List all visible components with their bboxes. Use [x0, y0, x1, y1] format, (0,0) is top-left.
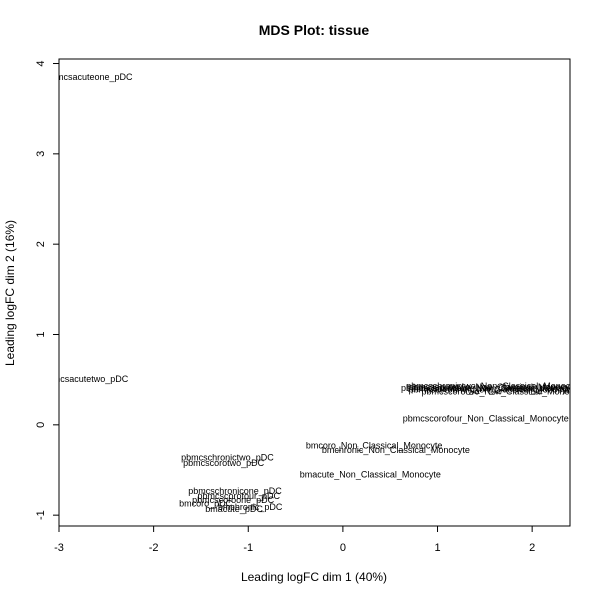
point-label: pbmcsacutetwo_pDC: [43, 374, 129, 384]
point-label: pbmcsacuteone_pDC: [46, 72, 133, 82]
point-label: bmchronic_Non_Classical_Monocyte: [322, 445, 470, 455]
x-tick-label: 1: [434, 542, 440, 554]
x-tick-label: -1: [243, 542, 253, 554]
y-tick-label: 3: [35, 151, 47, 157]
point-label: pbmcscorotwo_Non_Classical_Monocyte: [421, 386, 586, 396]
x-axis: -3 -2 -1 0 1 2: [54, 525, 535, 554]
point-label: pbmcscoroone_Non_Classical_Monocyte: [409, 385, 575, 395]
x-tick-label: -3: [54, 542, 64, 554]
point-label: pbmcscorofour_Non_Classical_Monocyte: [403, 414, 569, 424]
x-axis-label: Leading logFC dim 1 (40%): [241, 570, 387, 584]
point-label: pbmcscoroone_pDC: [192, 495, 275, 505]
x-tick-label: 0: [340, 542, 346, 554]
point-label: bmacute_pDC: [205, 504, 263, 514]
point-label: pbmcsacutetwo_Non_Classical_Monocyte: [408, 382, 577, 392]
x-tick-label: 2: [529, 542, 535, 554]
y-tick-label: 2: [35, 241, 47, 247]
point-label: bmacute_Non_Classical_Monocyte: [300, 470, 441, 480]
plot-frame: [58, 58, 571, 527]
y-tick-label: -1: [35, 510, 47, 520]
y-tick-label: 0: [35, 422, 47, 428]
point-label: pbmcschronicone_pDC: [188, 486, 282, 496]
y-axis-label: Leading logFC dim 2 (16%): [3, 220, 17, 366]
point-label: pbmcschronictwo_Non_Classical_Monocyte: [406, 381, 582, 391]
y-axis: -1 0 1 2 3 4: [35, 60, 60, 520]
point-label: pbmcscorotwo_pDC: [183, 458, 265, 468]
point-labels: pbmcsacuteone_pDC pbmcsacutetwo_pDCpbmcsc…: [43, 72, 586, 514]
point-label: bmchronic_pDC: [218, 502, 283, 512]
point-label: bmcoro_pDC: [179, 498, 233, 508]
y-tick-label: 4: [35, 60, 47, 66]
x-tick-label: -2: [149, 542, 159, 554]
point-label: pbmcscorofour_pDC: [198, 491, 281, 501]
point-label: pbmcschronictwo_pDC: [181, 452, 274, 462]
y-tick-label: 1: [35, 331, 47, 337]
point-label: bmcoro_Non_Classical_Monocyte: [306, 441, 443, 451]
point-label: pbmcsacuteone_Non_Classical_Monocyte: [411, 384, 581, 394]
point-label: pbmcschronicone_Non_Classical_Monocyte: [401, 383, 578, 393]
chart-title: MDS Plot: tissue: [259, 22, 370, 38]
